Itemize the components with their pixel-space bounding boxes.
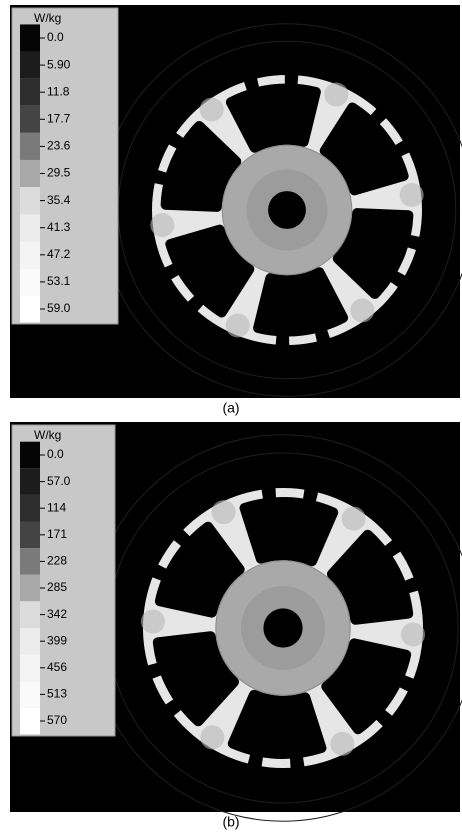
legend-swatch [20,522,40,549]
legend-label: 513 [47,687,67,701]
legend-label: 11.8 [47,84,70,98]
legend-swatch [20,214,40,241]
legend-swatch [20,628,40,655]
legend-label: 114 [47,500,66,514]
legend-unit: W/kg [34,428,61,442]
legend-label: 5.90 [47,57,71,71]
legend-label: 171 [47,527,67,541]
legend-swatch [20,495,40,522]
legend-label: 41.3 [47,220,71,234]
spoke-tip [324,83,348,107]
legend-label: 0.0 [47,30,64,44]
legend-label: 35.4 [47,193,71,207]
legend-swatch [20,160,40,187]
spoke-tip [141,609,165,633]
spoke-tip [330,732,354,756]
spoke-tip [200,98,224,122]
shaft-hole [263,608,302,647]
spoke-tip [342,507,366,531]
legend-label: 59.0 [47,301,71,315]
panel: W/kg 0.0 5.90 11.8 17.7 23.6 29.5 35.4 41.3 47.2 5… [10,5,462,416]
notch [290,755,305,769]
spoke-tip [400,183,424,207]
legend-unit: W/kg [34,11,61,25]
legend-swatch [20,442,40,469]
page: W/kg 0.0 5.90 11.8 17.7 23.6 29.5 35.4 41.3 47.2 5… [0,0,462,839]
spoke-tip [226,313,250,337]
legend-swatch [20,601,40,628]
legend-swatch [20,655,40,682]
legend-swatch [20,241,40,268]
spoke-tip [150,213,174,237]
legend-swatch [20,575,40,602]
shaft-hole [268,191,306,229]
legend-swatch [20,24,40,51]
spoke-tip [212,500,236,524]
notch [285,74,299,86]
legend-swatch [20,708,40,735]
legend-swatch [20,52,40,79]
pocket [245,502,334,561]
spoke-tip [350,298,374,322]
legend-label: 399 [47,633,67,647]
notch [276,334,290,346]
legend-swatch [20,133,40,160]
legend-label: 47.2 [47,247,71,261]
figure: W/kg 0.0 5.90 11.8 17.7 23.6 29.5 35.4 41.3 47.2 5… [0,0,462,834]
legend-label: 456 [47,660,67,674]
legend-swatch [20,79,40,106]
legend-swatch [20,106,40,133]
legend-label: 17.7 [47,111,71,125]
caption: (a) [222,400,239,416]
notch [261,487,276,501]
legend-label: 23.6 [47,139,71,153]
legend-swatch [20,295,40,322]
legend-label: 53.1 [47,274,71,288]
legend-label: 285 [47,580,67,594]
legend-swatch [20,468,40,495]
legend-label: 228 [47,554,67,568]
legend-swatch [20,187,40,214]
legend-swatch [20,681,40,708]
legend-swatch [20,268,40,295]
spoke-tip [200,725,224,749]
legend-label: 29.5 [47,166,71,180]
legend-label: 570 [47,713,67,727]
pocket [233,695,322,754]
legend-label: 342 [47,607,67,621]
spoke-tip [401,623,425,647]
panel: W/kg 0.0 57.0 114 171 228 285 342 399 456 513 570 (b… [10,422,462,830]
legend-label: 57.0 [47,474,71,488]
legend-label: 0.0 [47,447,64,461]
caption: (b) [222,814,239,830]
legend-swatch [20,548,40,575]
